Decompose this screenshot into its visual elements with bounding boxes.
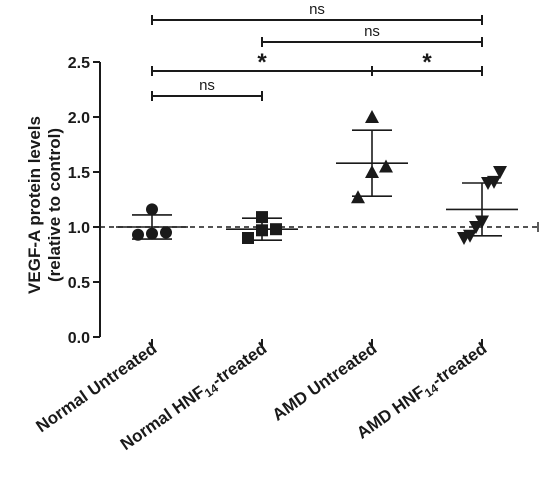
y-tick-label: 1.5 xyxy=(68,165,90,182)
data-point-square xyxy=(256,211,268,224)
data-point-circle xyxy=(132,228,144,241)
significance-label: ns xyxy=(309,1,325,18)
y-axis-title-line1: VEGF-A protein levels xyxy=(25,116,44,294)
significance-label: ns xyxy=(364,23,380,40)
data-point-square xyxy=(242,232,254,244)
x-tick-label: AMD Untreated xyxy=(269,339,380,425)
y-tick-label: 1.0 xyxy=(68,220,90,237)
data-point-circle xyxy=(146,203,158,216)
y-tick-label: 2.5 xyxy=(68,55,90,72)
data-point-triangle-down xyxy=(469,221,483,234)
y-axis-title-line2: (relative to control) xyxy=(45,128,64,282)
y-tick-label: 2.0 xyxy=(68,110,90,127)
data-point-circle xyxy=(160,226,172,239)
data-point-triangle-up xyxy=(379,159,393,173)
data-point-triangle-up xyxy=(365,110,379,123)
significance-label: ns xyxy=(199,77,215,94)
significance-label: * xyxy=(422,49,432,76)
data-point-triangle-down xyxy=(493,166,507,179)
significance-label: * xyxy=(257,49,267,76)
y-tick-label: 0.0 xyxy=(68,330,90,347)
y-tick-label: 0.5 xyxy=(68,275,90,292)
